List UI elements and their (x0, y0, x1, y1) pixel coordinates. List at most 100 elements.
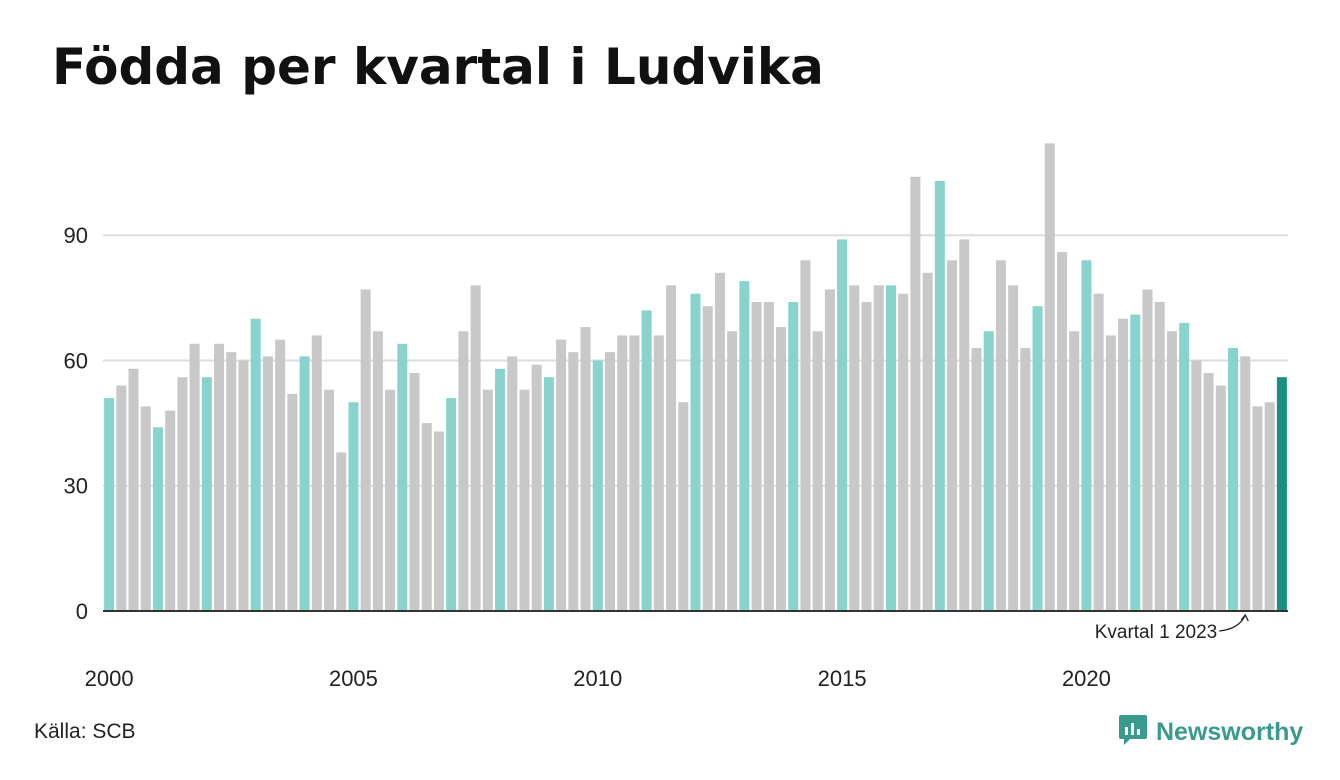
x-tick-label: 2015 (818, 666, 867, 691)
newsworthy-logo-icon (1118, 713, 1148, 751)
bars-group (104, 143, 1287, 612)
bar-2013K4 (776, 327, 787, 611)
bar-2014K3 (812, 331, 823, 611)
bar-2015K3 (861, 302, 872, 611)
bar-2007K1 (446, 398, 457, 611)
bar-2015K2 (849, 285, 860, 611)
y-tick-label: 90 (64, 223, 88, 248)
bar-2007K2 (458, 331, 469, 611)
bar-2004K1 (299, 356, 310, 611)
bar-2018K1 (983, 331, 994, 611)
bar-2017K4 (971, 347, 982, 611)
source-label: Källa: SCB (34, 720, 136, 743)
y-tick-label: 60 (64, 348, 88, 373)
bar-2019K2 (1044, 143, 1055, 611)
bar-2001K3 (177, 377, 188, 611)
bar-2006K4 (433, 431, 444, 611)
x-tick-label: 2010 (573, 666, 622, 691)
bar-2004K2 (311, 335, 322, 611)
bar-2006K3 (421, 423, 432, 611)
bar-2016K3 (910, 176, 921, 611)
bar-2013K3 (763, 302, 774, 611)
y-tick-label: 0 (76, 599, 88, 624)
y-axis-ticks: 0 30 60 90 (64, 223, 88, 624)
brand-name: Newsworthy (1156, 717, 1304, 746)
bar-2017K1 (934, 180, 945, 612)
bar-2011K4 (678, 402, 689, 611)
bar-2009K1 (543, 377, 554, 611)
bar-2022K3 (1203, 373, 1214, 611)
bar-2019K3 (1056, 251, 1068, 611)
bar-2007K4 (482, 389, 493, 611)
bar-2013K2 (751, 302, 762, 611)
bar-2021K2 (1142, 289, 1153, 611)
bar-2019K4 (1069, 331, 1080, 611)
bar-2003K2 (262, 356, 273, 611)
bar-2024K1 (1276, 377, 1287, 611)
bar-2010K4 (629, 335, 640, 611)
bar-2012K1 (690, 293, 701, 611)
bar-2017K2 (947, 260, 958, 611)
bar-2015K4 (873, 285, 884, 611)
bar-2020K1 (1081, 260, 1092, 611)
bar-2005K4 (385, 389, 396, 611)
bar-2017K3 (959, 239, 970, 611)
bar-2000K2 (116, 385, 127, 611)
bar-2021K1 (1130, 314, 1141, 611)
x-tick-label: 2020 (1062, 666, 1111, 691)
bar-2021K4 (1166, 331, 1177, 611)
bar-2003K1 (250, 318, 261, 611)
bar-2008K2 (507, 356, 518, 611)
bar-2006K2 (409, 373, 420, 611)
bar-2001K1 (152, 427, 163, 611)
bar-2016K2 (898, 293, 909, 611)
bar-2008K3 (519, 389, 530, 611)
bar-2006K1 (397, 343, 408, 611)
bar-2013K1 (739, 281, 750, 611)
bar-2011K3 (666, 285, 677, 611)
brand: Newsworthy (1118, 714, 1303, 750)
bar-2002K2 (214, 343, 225, 611)
y-tick-label: 30 (64, 474, 88, 499)
bar-2012K2 (702, 306, 713, 611)
bar-2007K3 (470, 285, 481, 611)
bar-2005K1 (348, 402, 359, 611)
bar-2010K3 (617, 335, 628, 611)
bar-2022K4 (1215, 385, 1226, 611)
bar-2011K1 (641, 310, 652, 611)
bar-2009K3 (568, 352, 579, 611)
bar-2022K1 (1179, 322, 1190, 611)
bar-2001K4 (189, 343, 200, 611)
bar-2009K4 (580, 327, 591, 611)
bar-2021K3 (1154, 302, 1165, 611)
x-tick-label: 2000 (85, 666, 134, 691)
bar-2008K1 (495, 368, 506, 611)
bar-2001K2 (165, 410, 176, 611)
bar-2014K4 (824, 289, 835, 611)
bar-2011K2 (653, 335, 664, 611)
bar-2018K3 (1008, 285, 1019, 611)
bar-2022K2 (1191, 360, 1202, 611)
bar-2014K1 (788, 302, 799, 611)
bar-2020K2 (1093, 293, 1104, 611)
bar-2000K1 (104, 398, 115, 611)
bar-2002K4 (238, 360, 249, 611)
annotation-label: Kvartal 1 2023 (1095, 622, 1218, 643)
bar-2016K1 (885, 285, 896, 611)
bar-2010K1 (592, 360, 603, 611)
bar-2018K2 (995, 260, 1006, 611)
bar-2018K4 (1020, 347, 1031, 611)
bar-2023K2 (1240, 356, 1251, 611)
bar-2020K3 (1105, 335, 1116, 611)
annotation-arrow (1219, 613, 1249, 632)
bar-2003K3 (275, 339, 286, 611)
bar-2010K2 (604, 352, 615, 611)
bar-2015K1 (837, 239, 848, 611)
bar-2004K4 (336, 452, 347, 611)
bar-2009K2 (556, 339, 567, 611)
bar-2012K3 (714, 272, 725, 611)
bar-2012K4 (727, 331, 738, 611)
bar-2014K2 (800, 260, 811, 611)
bar-2000K3 (128, 368, 139, 611)
